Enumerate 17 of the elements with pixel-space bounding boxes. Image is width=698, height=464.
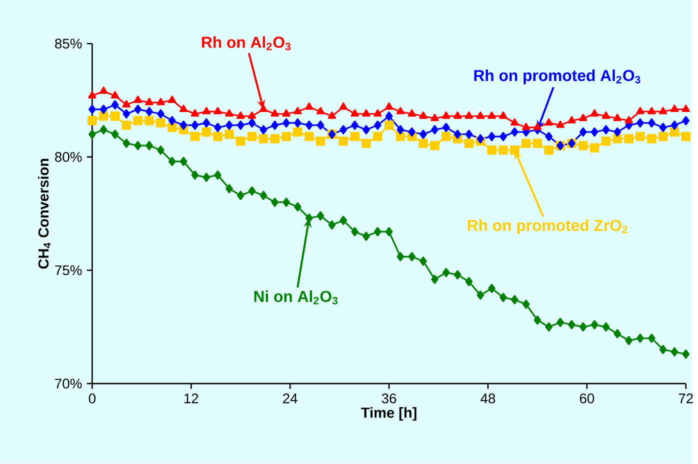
y-tick-label: 70% [55,378,82,389]
x-tick-label: 48 [480,394,496,404]
x-tick-label: 24 [283,394,298,404]
x-tick-label: 36 [382,394,396,404]
y-tick-label: 75% [55,265,82,276]
y-axis-title: CH$_{4}$ Conversion [38,158,51,269]
x-tick-label: 60 [580,394,594,404]
annotation: Rh on Al$_{2}$O$_{3}$ [202,36,291,50]
annotation: Ni on Al$_{2}$O$_{3}$ [254,290,338,304]
annotation: Rh on promoted Al$_{2}$O$_{3}$ [474,70,640,84]
x-axis-title: Time [h] [361,407,416,421]
x-tick-label: 12 [184,394,198,404]
x-tick-label: 72 [678,394,693,404]
x-tick-label: 0 [88,394,96,404]
y-tick-label: 80% [55,152,82,162]
annotation: Rh on promoted ZrO$_{2}$ [468,219,628,234]
y-tick-label: 85% [55,38,82,49]
